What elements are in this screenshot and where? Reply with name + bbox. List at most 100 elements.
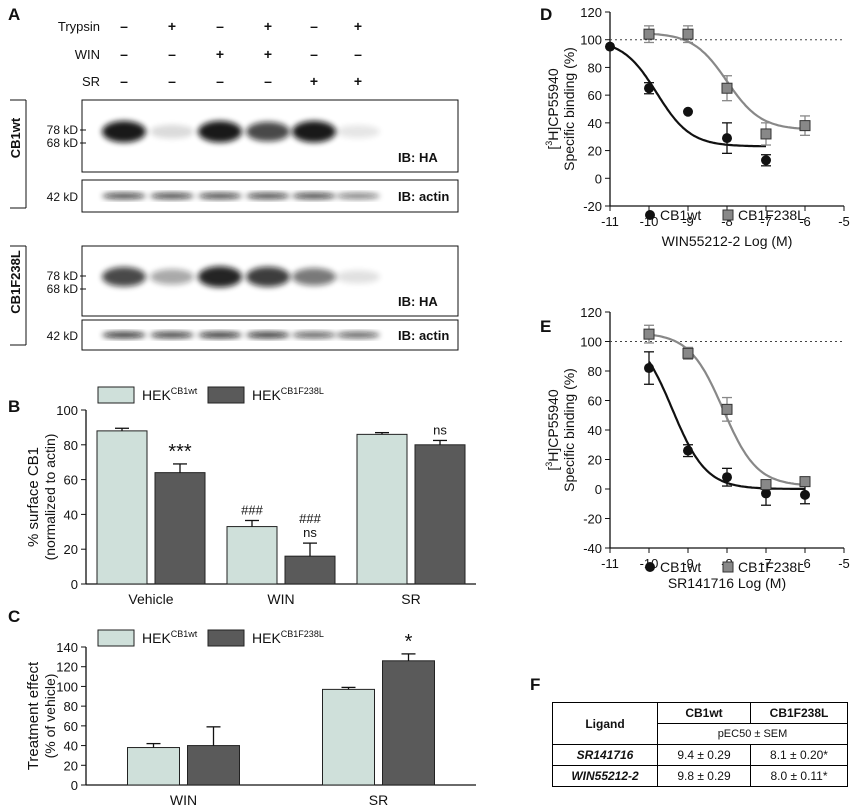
- legend-label-superscript: CB1wt: [171, 386, 198, 396]
- marker-42kd: 42 kD: [47, 329, 79, 343]
- treatment-sign: +: [354, 73, 362, 89]
- treatment-sign: –: [216, 18, 224, 34]
- table-header-cb1wt: CB1wt: [657, 702, 751, 724]
- ha-band: [102, 120, 146, 143]
- significance-label: ***: [168, 441, 192, 463]
- marker-68kd: 68 kD: [47, 136, 79, 150]
- y-tick-label: 80: [64, 699, 78, 714]
- legend-label: CB1F238L: [738, 207, 805, 223]
- treatment-sign: +: [264, 18, 272, 34]
- y-tick-label: 20: [588, 453, 602, 468]
- x-tick-label: -11: [601, 556, 619, 571]
- ha-band: [246, 121, 290, 142]
- bar: [356, 433, 408, 585]
- y-axis-label-part: H]CP55940: [545, 68, 561, 141]
- data-point-cb1wt: [800, 489, 810, 500]
- data-point-cb1f238l: [682, 28, 694, 40]
- panel-label-c: C: [8, 607, 20, 626]
- y-axis-label: Specific binding (%): [561, 368, 577, 492]
- data-point-cb1f238l: [721, 403, 733, 415]
- y-tick-label: 80: [64, 438, 78, 453]
- panel-label-e: E: [540, 317, 551, 336]
- x-tick-label: -11: [601, 214, 619, 229]
- ha-band: [102, 267, 146, 287]
- x-category-label: SR: [401, 591, 420, 607]
- treatment-label-trypsin: Trypsin: [58, 19, 100, 34]
- panel-label-a: A: [8, 5, 20, 24]
- legend-label: CB1F238L: [738, 559, 805, 575]
- marker-68kd: 68 kD: [47, 282, 79, 296]
- table-row-0-ligand: SR141716: [552, 744, 658, 766]
- data-point-cb1wt: [761, 155, 771, 166]
- treatment-label-sr: SR: [82, 74, 100, 89]
- x-axis-label: SR141716 Log (M): [668, 575, 786, 591]
- y-tick-label: 80: [588, 364, 602, 379]
- y-tick-label: 20: [588, 144, 602, 159]
- x-category-label: WIN: [267, 591, 294, 607]
- y-tick-label: -20: [583, 199, 602, 214]
- y-tick-label: 100: [580, 335, 602, 350]
- legend-swatch: [207, 386, 245, 404]
- y-tick-label: 100: [580, 33, 602, 48]
- y-axis-label: (% of vehicle): [42, 674, 58, 759]
- ha-band: [150, 124, 194, 139]
- bar-chart-c: 0 20 40 60 80 100 120 140 Treatment effect (% of …: [25, 629, 476, 808]
- y-tick-label: 20: [64, 758, 78, 773]
- y-axis-label: [3H]CP55940: [544, 68, 561, 149]
- fit-curve-cb1wt: [609, 44, 766, 148]
- y-tick-label: 0: [71, 778, 78, 793]
- x-tick-label: -9: [682, 214, 694, 229]
- group-label-cb1f238l: CB1F238L: [8, 250, 23, 314]
- y-axis-label-part: H]CP55940: [545, 389, 561, 462]
- y-tick-label: 120: [580, 5, 602, 20]
- bar: [96, 430, 148, 585]
- y-tick-label: 100: [56, 679, 78, 694]
- treatment-sign: –: [310, 46, 318, 62]
- significance-label: ns: [433, 422, 447, 437]
- bar: [187, 745, 240, 786]
- treatment-sign: –: [264, 73, 272, 89]
- y-axis-label-part: 3: [544, 462, 554, 467]
- ib-actin-label: IB: actin: [398, 328, 449, 343]
- data-point-cb1f238l: [799, 476, 811, 488]
- treatment-sign: –: [168, 46, 176, 62]
- y-tick-label: 60: [588, 394, 602, 409]
- significance-label: ###: [299, 511, 321, 526]
- treatment-sign: –: [354, 46, 362, 62]
- actin-band: [102, 332, 146, 338]
- actin-band: [198, 332, 242, 338]
- y-axis-label: % surface CB1: [25, 447, 42, 547]
- y-tick-label: -40: [583, 541, 602, 556]
- legend-marker: [722, 561, 734, 573]
- data-point-cb1f238l: [721, 82, 733, 94]
- ha-band: [246, 266, 290, 287]
- ha-band: [336, 270, 380, 284]
- marker-78kd: 78 kD: [47, 269, 79, 283]
- table-row-1-cb1f238l: 8.0 ± 0.11*: [750, 765, 848, 787]
- treatment-sign: –: [120, 18, 128, 34]
- actin-band: [150, 193, 194, 199]
- data-point-cb1wt: [605, 41, 615, 52]
- legend-label: HEKCB1wt: [142, 629, 198, 646]
- y-tick-label: 60: [64, 473, 78, 488]
- y-tick-label: 0: [71, 577, 78, 592]
- actin-band: [150, 332, 194, 338]
- actin-band: [292, 332, 336, 338]
- legend-label: CB1wt: [660, 559, 701, 575]
- ha-band: [336, 125, 380, 139]
- table-header-cb1f238l: CB1F238L: [750, 702, 848, 724]
- y-tick-label: 40: [64, 739, 78, 754]
- treatment-sign: –: [120, 73, 128, 89]
- y-axis-label-part: [: [545, 467, 561, 471]
- y-tick-label: 100: [56, 403, 78, 418]
- x-tick-label: -5: [838, 556, 850, 571]
- legend-label-superscript: CB1wt: [171, 629, 198, 639]
- y-axis-label: (normalized to actin): [42, 434, 58, 561]
- x-category-label: SR: [369, 792, 388, 808]
- y-tick-label: 40: [588, 423, 602, 438]
- y-tick-label: 40: [64, 507, 78, 522]
- x-tick-label: -6: [799, 214, 811, 229]
- legend-label: CB1wt: [660, 207, 701, 223]
- x-tick-label: -7: [760, 214, 772, 229]
